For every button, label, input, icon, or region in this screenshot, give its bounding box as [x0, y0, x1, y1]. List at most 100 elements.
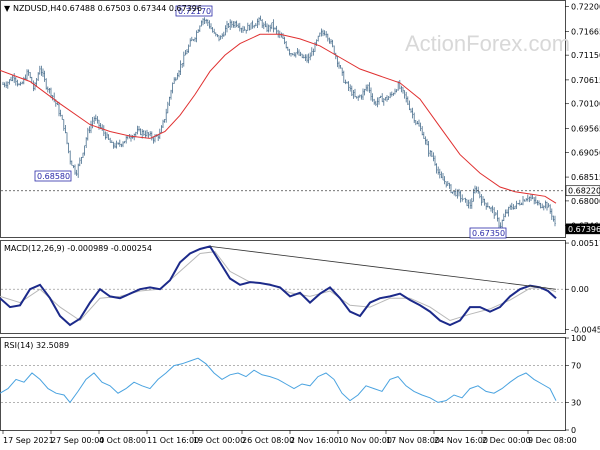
ohlc-bar — [203, 17, 206, 25]
x-tick-label: 24 Nov 16:00 — [434, 436, 488, 445]
ohlc-bar — [435, 163, 438, 174]
ohlc-bar — [27, 69, 30, 76]
price-tag-label: 0.67350 — [472, 229, 505, 238]
ohlc-bar — [130, 134, 132, 142]
ohlc-bar — [515, 200, 518, 209]
price-ytick-label: 0.69565 — [571, 124, 600, 133]
ohlc-bar — [303, 54, 305, 59]
ohlc-bar — [309, 52, 311, 61]
ohlc-bar — [88, 126, 91, 134]
ohlc-bar — [18, 83, 20, 86]
ohlc-bar — [387, 95, 390, 100]
rsi-ytick-label: 70 — [571, 362, 581, 371]
ohlc-bar — [168, 96, 171, 107]
ohlc-bar — [485, 202, 487, 210]
ohlc-bar — [479, 191, 481, 199]
ohlc-bar — [34, 82, 36, 91]
ohlc-bar — [58, 101, 60, 117]
ohlc-bar — [226, 20, 228, 33]
ohlc-bar — [299, 51, 302, 57]
ohlc-bar — [411, 107, 414, 119]
ohlc-bar — [525, 198, 527, 202]
ohlc-bar — [347, 81, 350, 91]
ohlc-bar — [408, 100, 411, 111]
ohlc-bar — [453, 191, 455, 196]
ohlc-bar — [67, 142, 70, 154]
ohlc-bar — [530, 194, 532, 202]
ohlc-bar — [26, 69, 28, 80]
macd-panel-frame — [0, 240, 566, 334]
ohlc-bar — [213, 28, 215, 34]
ohlc-bar — [312, 48, 315, 56]
ohlc-bar — [339, 65, 342, 69]
ohlc-bar — [125, 135, 127, 144]
ohlc-bar — [115, 140, 118, 149]
ohlc-bar — [512, 204, 515, 210]
ohlc-bar — [93, 116, 95, 125]
ohlc-bar — [47, 86, 49, 93]
ohlc-bar — [434, 155, 436, 166]
ohlc-bar — [275, 25, 278, 35]
ohlc-bar — [191, 36, 193, 42]
ohlc-bar — [421, 126, 423, 136]
ohlc-bar — [320, 28, 323, 37]
ohlc-bar — [189, 38, 191, 47]
ohlc-bar — [192, 39, 195, 42]
ohlc-bar — [235, 20, 238, 28]
ohlc-bar — [239, 22, 241, 32]
ohlc-bar — [352, 90, 355, 99]
rsi-ytick-label: 0 — [571, 426, 576, 435]
ohlc-bar — [359, 94, 361, 98]
ohlc-bar — [429, 150, 431, 157]
ohlc-bar — [251, 20, 254, 29]
ohlc-bar — [147, 132, 150, 138]
ohlc-bar — [517, 202, 519, 205]
ohlc-bar — [528, 196, 531, 203]
ohlc-bar — [552, 215, 555, 222]
ohlc-bar — [160, 125, 163, 133]
ohlc-bar — [208, 20, 211, 29]
ohlc-bar — [527, 194, 529, 202]
ohlc-bar — [107, 134, 110, 140]
ohlc-bar — [439, 168, 441, 179]
ohlc-bar — [77, 163, 79, 178]
ohlc-bar — [368, 82, 371, 93]
ohlc-bar — [370, 87, 372, 101]
ohlc-bars — [2, 15, 556, 230]
ohlc-bar — [250, 22, 252, 30]
ohlc-bar — [178, 70, 180, 78]
ohlc-bar — [7, 81, 9, 89]
ohlc-bar — [111, 140, 113, 143]
ohlc-bar — [400, 85, 403, 93]
macd-panel: MACD(12,26,9) -0.000989 -0.000254 — [0, 240, 566, 334]
ohlc-bar — [498, 217, 500, 229]
ohlc-bar — [194, 37, 196, 42]
ohlc-bar — [163, 118, 166, 123]
macd-trendline — [209, 245, 557, 290]
ohlc-bar — [427, 140, 430, 157]
x-tick-label: 9 Dec 08:00 — [528, 436, 577, 445]
ohlc-bar — [419, 122, 422, 132]
ohlc-bar — [405, 91, 407, 103]
ohlc-bar — [522, 195, 524, 206]
ohlc-bar — [328, 37, 331, 44]
ohlc-bar — [114, 142, 116, 149]
ohlc-bar — [432, 152, 435, 162]
ohlc-bar — [56, 102, 59, 106]
ohlc-bar — [346, 81, 348, 84]
ohlc-bar — [322, 29, 324, 37]
ohlc-bar — [106, 132, 108, 139]
price-tag-label: 0.72170 — [178, 7, 211, 16]
ohlc-bar — [8, 79, 11, 85]
ohlc-bar — [450, 184, 452, 194]
ohlc-bar — [240, 27, 243, 33]
macd-ytick-label: -0.004506 — [571, 325, 600, 334]
chart-header-ohlc: 0.67488 0.67503 0.67344 0.67396 — [62, 4, 202, 13]
ohlc-bar — [493, 207, 495, 219]
ohlc-bar — [296, 48, 299, 55]
ohlc-bar — [482, 196, 484, 203]
